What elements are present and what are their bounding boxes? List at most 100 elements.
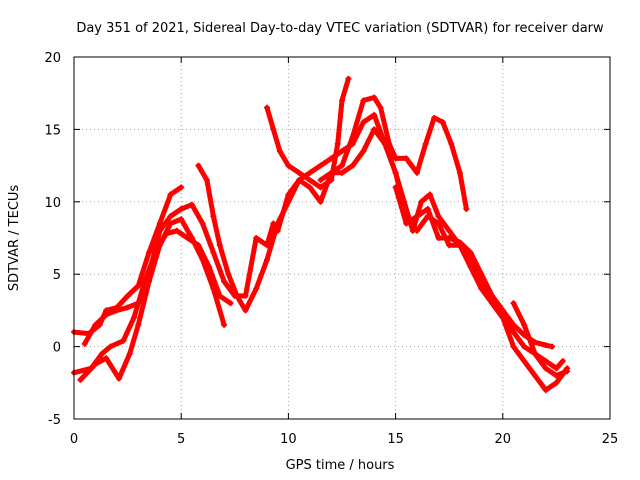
series-line [318,126,566,371]
data-point [521,343,528,350]
data-point [199,220,206,227]
data-point [178,206,185,213]
y-tick-label: 5 [53,268,61,283]
data-point [349,162,356,169]
data-point [521,358,528,365]
data-point [403,155,410,162]
data-point [414,227,421,234]
data-point [233,292,240,299]
series-layer [71,75,571,394]
data-point [542,342,549,349]
data-point [381,140,388,147]
data-point [135,300,142,307]
data-point [81,340,88,347]
series-track-1 [71,184,185,337]
data-point [296,169,303,176]
data-point [510,321,517,328]
data-point [167,213,174,220]
data-point [126,350,133,357]
data-point [431,114,438,121]
y-tick-labels: -5 0 5 10 15 20 [44,51,61,428]
y-tick-label: 10 [44,196,61,211]
data-point [339,162,345,169]
x-tick-label: 25 [602,432,619,447]
data-point [188,201,195,208]
data-point [392,169,399,176]
data-point [339,148,345,155]
data-point [120,337,127,344]
data-point [146,249,153,256]
data-point [107,343,114,350]
x-tick-label: 20 [495,432,512,447]
series-track-7 [274,94,470,234]
data-point [103,311,110,318]
data-point [371,94,378,101]
data-point [317,162,324,169]
data-point [448,140,455,147]
x-tick-label: 10 [280,432,297,447]
data-point [564,368,571,375]
data-point [489,300,496,307]
data-point [296,177,303,184]
data-point [263,256,270,263]
data-point [306,177,313,184]
data-point [156,227,163,234]
data-point [131,314,138,321]
data-point [446,227,453,234]
data-point [317,198,324,205]
data-point [285,162,292,169]
data-point [349,133,356,140]
data-point [553,365,560,372]
data-point [103,355,110,362]
data-point [221,321,228,328]
data-point [156,220,163,227]
data-point [446,235,453,241]
data-point [124,292,131,299]
x-tick-label: 5 [177,432,185,447]
data-point [414,213,421,220]
data-point [92,360,99,367]
data-point [124,304,131,311]
data-point [439,119,446,126]
data-point [360,97,367,104]
data-point [77,376,84,383]
y-tick-label: -5 [48,413,61,428]
data-point [422,140,429,147]
data-point [274,227,281,234]
data-point [216,242,223,249]
data-point [178,184,185,191]
data-point [167,191,174,198]
data-point [542,358,549,365]
data-point [414,169,421,176]
data-point [345,75,352,82]
x-tick-labels: 0 5 10 15 20 25 [70,432,618,447]
data-point [135,282,142,289]
data-point [499,307,506,314]
x-axis-label: GPS time / hours [286,458,395,473]
data-point [549,343,556,350]
data-point [199,256,206,263]
data-point [456,239,463,246]
data-point [392,155,399,162]
data-point [424,206,431,213]
series-line [71,184,184,337]
data-point [392,184,399,191]
data-point [188,235,195,241]
data-point [478,271,485,278]
axis-ticks [73,56,611,420]
chart-title: Day 351 of 2021, Sidereal Day-to-day VTE… [76,21,604,36]
data-point [242,292,249,299]
data-point [135,321,142,328]
data-point [510,329,517,336]
data-point [317,177,324,184]
x-tick-label: 0 [70,432,78,447]
data-point [403,220,410,227]
data-point [510,300,517,307]
data-point [377,104,384,111]
data-point [225,271,232,278]
data-point [306,169,313,176]
data-point [116,375,123,382]
data-point [371,111,378,118]
data-point [463,206,470,213]
